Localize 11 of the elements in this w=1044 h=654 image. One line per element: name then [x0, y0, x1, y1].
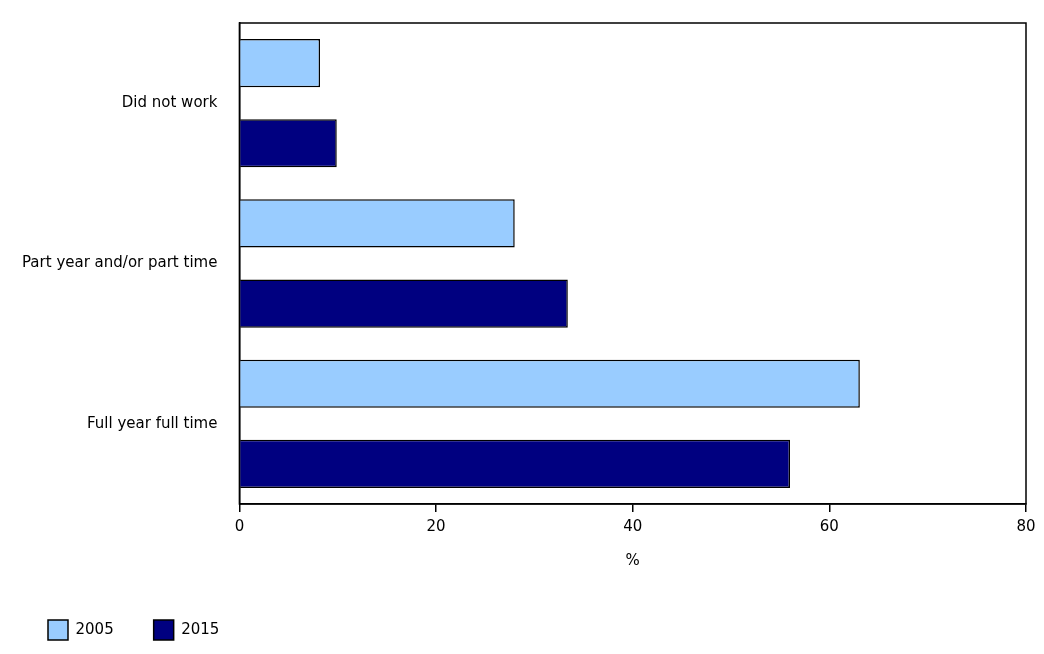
legend-label: 2015 — [181, 619, 220, 638]
x-tick-label: 0 — [234, 516, 245, 535]
x-tick-label: 60 — [819, 516, 839, 535]
y-tick-label: Did not work — [121, 93, 218, 112]
x-tick-label: 20 — [426, 516, 446, 535]
x-tick-label: 80 — [1016, 516, 1036, 535]
y-tick-label: Full year full time — [86, 413, 218, 432]
x-axis-title: % — [625, 550, 640, 569]
y-tick-label: Part year and/or part time — [22, 253, 218, 272]
legend-label: 2005 — [75, 619, 114, 638]
x-tick-label: 40 — [623, 516, 643, 535]
